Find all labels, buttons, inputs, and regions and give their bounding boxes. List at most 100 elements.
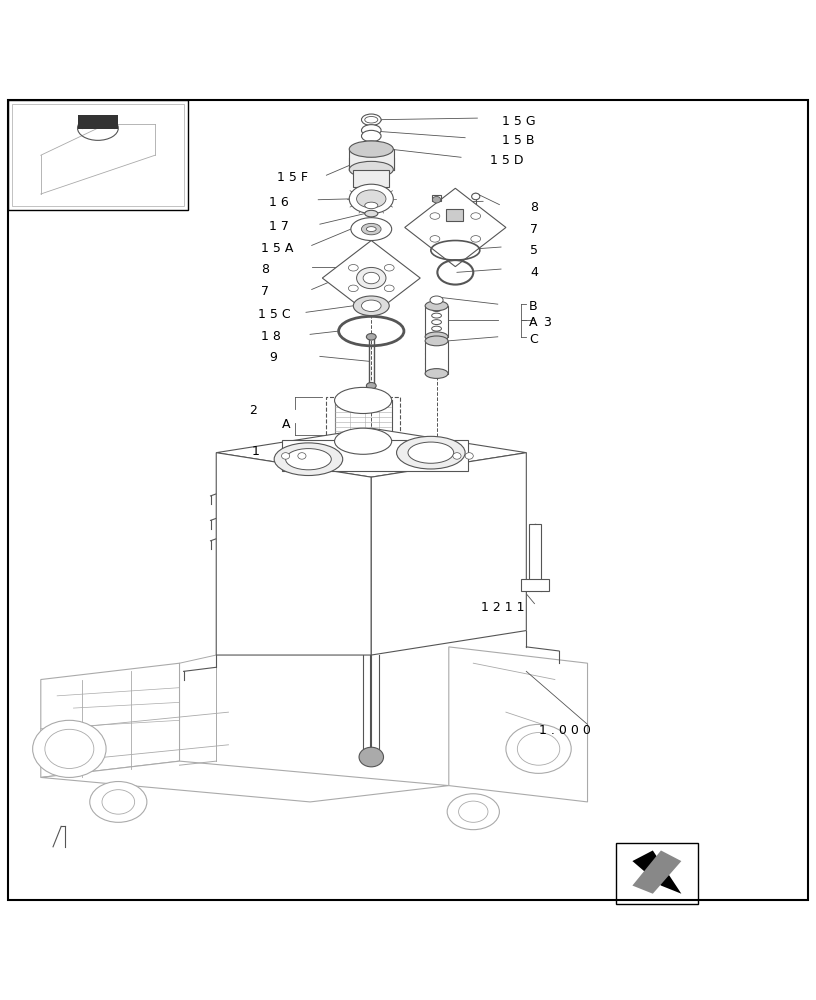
Text: 3: 3 [543,316,551,329]
Ellipse shape [384,265,394,271]
Ellipse shape [349,184,393,214]
Text: 1 2 1 1: 1 2 1 1 [481,601,525,614]
Ellipse shape [425,301,448,311]
Ellipse shape [349,161,393,178]
Ellipse shape [366,382,376,389]
Text: 1: 1 [251,445,259,458]
Polygon shape [216,428,526,477]
Text: 7: 7 [530,223,539,236]
Bar [326,397,400,445]
Ellipse shape [365,116,378,123]
Ellipse shape [357,190,386,208]
Text: 1 . 0 0 0: 1 . 0 0 0 [539,724,591,737]
Ellipse shape [359,747,384,767]
Ellipse shape [361,300,381,312]
Ellipse shape [361,223,381,235]
Ellipse shape [425,332,448,342]
Text: 1 5 A: 1 5 A [261,242,294,255]
Bar [521,579,549,591]
Text: 1 5 C: 1 5 C [258,308,290,321]
Polygon shape [405,188,506,267]
Text: 1 5 G: 1 5 G [502,115,535,128]
Ellipse shape [472,193,480,200]
Ellipse shape [465,453,473,459]
Text: B: B [529,300,538,313]
Text: 1 5: 1 5 [432,197,452,210]
Text: C: C [529,333,538,346]
Text: 1 5 F: 1 5 F [277,171,308,184]
Ellipse shape [361,114,381,125]
Ellipse shape [471,236,481,242]
Ellipse shape [366,227,376,232]
Text: 1 6: 1 6 [269,196,289,209]
Ellipse shape [282,453,290,459]
Bar [8,100,188,210]
Ellipse shape [274,443,343,476]
Ellipse shape [397,436,465,469]
Polygon shape [216,453,371,655]
Bar [529,524,541,582]
Text: 5: 5 [530,244,539,257]
Polygon shape [449,647,588,802]
Ellipse shape [90,782,147,822]
Ellipse shape [384,285,394,292]
Ellipse shape [430,213,440,219]
Ellipse shape [348,285,358,292]
Ellipse shape [425,336,448,346]
Ellipse shape [361,130,381,142]
Ellipse shape [102,790,135,814]
Text: 8: 8 [530,201,539,214]
Ellipse shape [447,794,499,830]
Ellipse shape [349,141,393,157]
Ellipse shape [335,387,392,414]
Ellipse shape [45,729,94,768]
Ellipse shape [360,141,383,154]
Ellipse shape [363,272,379,284]
Text: 1 8: 1 8 [261,330,281,343]
Bar [353,170,389,187]
Ellipse shape [425,369,448,378]
Polygon shape [371,453,526,655]
Ellipse shape [408,442,454,463]
Text: A: A [282,418,290,431]
Bar [432,195,441,201]
Ellipse shape [453,453,461,459]
Ellipse shape [365,210,378,217]
Ellipse shape [33,720,106,777]
Ellipse shape [459,801,488,822]
Ellipse shape [430,236,440,242]
Text: 4: 4 [530,266,539,279]
Text: 1 7: 1 7 [269,220,289,233]
Ellipse shape [298,453,306,459]
Bar [12,104,184,206]
Ellipse shape [366,334,376,340]
Polygon shape [322,241,420,316]
Ellipse shape [286,449,331,470]
Bar [282,440,468,471]
Ellipse shape [471,213,481,219]
Ellipse shape [432,196,441,203]
Text: 9: 9 [269,351,277,364]
Polygon shape [41,761,449,802]
Ellipse shape [353,296,389,316]
Ellipse shape [517,733,560,765]
Ellipse shape [361,125,381,136]
Text: A: A [529,316,537,329]
Text: 7: 7 [261,285,269,298]
Text: 2: 2 [249,404,257,417]
Ellipse shape [351,218,392,241]
Ellipse shape [365,202,378,209]
Ellipse shape [348,265,358,271]
Bar [425,306,448,337]
Ellipse shape [430,296,443,304]
Text: 1 5 D: 1 5 D [490,154,523,167]
Bar [616,843,698,904]
Bar [446,209,463,221]
Ellipse shape [335,428,392,454]
Bar [349,149,394,170]
Polygon shape [41,663,180,777]
Polygon shape [632,850,681,894]
Polygon shape [632,850,681,894]
Text: 1 5 B: 1 5 B [502,134,534,147]
Polygon shape [78,115,118,129]
